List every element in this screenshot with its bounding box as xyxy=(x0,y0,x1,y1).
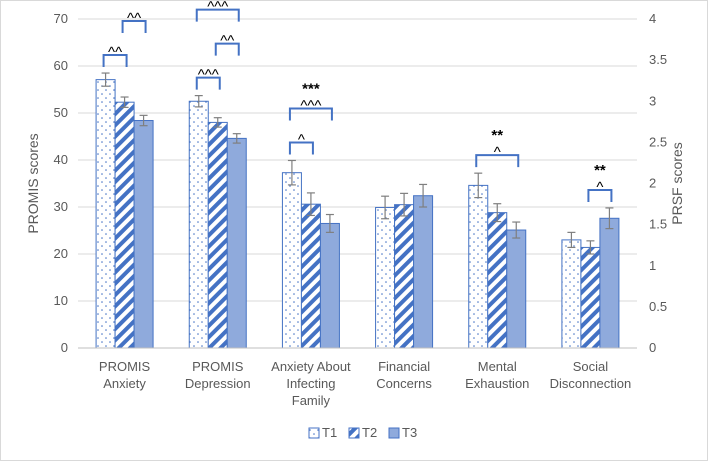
y-tick-label: 20 xyxy=(54,246,68,261)
significance-bracket xyxy=(475,154,520,168)
legend-label: T2 xyxy=(362,425,377,440)
y2-tick-label: 0.5 xyxy=(649,299,667,314)
y2-tick-label: 3.5 xyxy=(649,52,667,67)
bar-t2 xyxy=(300,203,321,349)
x-category-label: Mental Exhaustion xyxy=(465,359,529,391)
significance-bracket xyxy=(195,76,221,90)
significance-bracket xyxy=(587,188,613,202)
x-category-label: PROMIS Depression xyxy=(185,359,251,391)
gridlines xyxy=(78,18,637,349)
significance-carets: ^ xyxy=(298,131,305,148)
bar-t1 xyxy=(95,79,116,349)
legend-label: T3 xyxy=(402,425,417,440)
y-tick-label: 30 xyxy=(54,199,68,214)
bar-t3 xyxy=(133,120,154,349)
bar-t2 xyxy=(580,246,601,349)
significance-bracket xyxy=(288,107,333,121)
y2-axis-title: PRSF scores xyxy=(669,142,685,224)
x-category-label: Financial Concerns xyxy=(376,359,432,391)
significance-carets: ^ xyxy=(494,144,501,161)
bar-t3 xyxy=(413,195,434,349)
x-category-label: PROMIS Anxiety xyxy=(99,359,151,391)
bars xyxy=(95,79,620,349)
legend-swatch-t2 xyxy=(348,427,360,439)
significance-stars: ** xyxy=(594,162,606,179)
y2-tick-label: 4 xyxy=(649,11,656,26)
y-tick-label: 70 xyxy=(54,11,68,26)
significance-carets: ^^ xyxy=(108,44,122,61)
bar-t1 xyxy=(561,239,582,349)
legend: T1 T2 T3 xyxy=(308,425,417,440)
legend-swatch-t1 xyxy=(308,427,320,439)
legend-swatch-t3 xyxy=(388,427,400,439)
significance-carets: ^^^ xyxy=(198,67,219,84)
bar-t2 xyxy=(114,101,135,349)
significance-carets: ^^ xyxy=(220,33,234,50)
bar-t3 xyxy=(226,137,247,349)
y2-tick-label: 0 xyxy=(649,340,656,355)
significance-stars: *** xyxy=(302,80,320,97)
x-category-label: Social Disconnection xyxy=(550,359,632,391)
x-category-label: Anxiety About Infecting Family xyxy=(271,359,351,408)
y2-tick-label: 2 xyxy=(649,176,656,191)
significance-stars: ** xyxy=(491,127,503,144)
y-tick-label: 60 xyxy=(54,58,68,73)
error-bars xyxy=(101,72,614,255)
y2-tick-label: 2.5 xyxy=(649,134,667,149)
axes: 0 10 20 30 40 50 60 70 0 0.5 1 1.5 2 2.5 3 3.5 4 PROMIS s… xyxy=(25,11,685,408)
significance-bracket xyxy=(195,8,240,22)
bar-t1 xyxy=(281,172,302,349)
bar-t2 xyxy=(394,204,415,349)
bar-t1 xyxy=(468,184,489,349)
legend-label: T1 xyxy=(322,425,337,440)
bar-t2 xyxy=(207,121,228,349)
bar-t3 xyxy=(506,229,527,349)
significance-bracket xyxy=(214,42,240,56)
significance-bracket xyxy=(121,20,147,34)
significance-carets: ^^^ xyxy=(207,0,228,16)
significance-bracket xyxy=(288,141,314,155)
y-axis-title: PROMIS scores xyxy=(25,133,41,233)
significance-carets: ^ xyxy=(596,179,603,196)
y2-tick-label: 1.5 xyxy=(649,217,667,232)
significance-annotations: ^^^^^^^^^^^**^^^***^^^***^^^***^** xyxy=(102,0,613,202)
y2-tick-label: 3 xyxy=(649,93,656,108)
bar-t3 xyxy=(319,222,340,349)
bar-t1 xyxy=(188,100,209,349)
bar-t1 xyxy=(375,206,396,349)
y-tick-label: 50 xyxy=(54,105,68,120)
bar-t3 xyxy=(599,217,620,349)
significance-carets: ^^^ xyxy=(300,97,321,114)
y-tick-label: 10 xyxy=(54,293,68,308)
significance-carets: ^^ xyxy=(127,10,141,27)
y-tick-label: 0 xyxy=(61,340,68,355)
bar-t2 xyxy=(487,212,508,349)
y-tick-label: 40 xyxy=(54,152,68,167)
y2-tick-label: 1 xyxy=(649,258,656,273)
significance-bracket xyxy=(102,54,128,68)
